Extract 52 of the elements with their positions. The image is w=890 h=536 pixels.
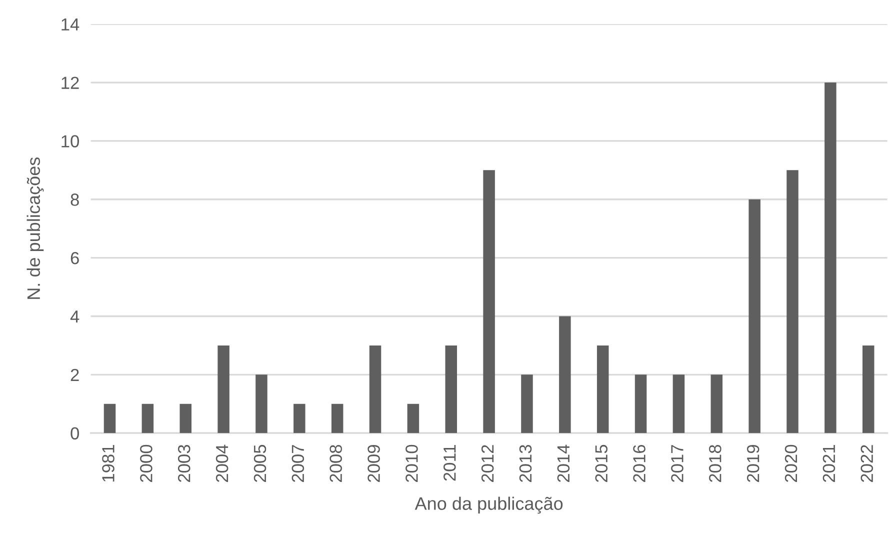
bar [748,199,760,434]
x-tick-label: 2000 [140,444,152,482]
x-tick-label: 2004 [216,444,228,482]
y-tick-label: 2 [70,368,79,381]
bar [445,345,458,434]
x-tick-label: 2003 [178,444,190,482]
y-tick-label: 0 [70,427,79,440]
y-tick-label: 10 [62,135,79,148]
bar [180,404,192,434]
y-axis-title: N. de publicações [26,157,44,299]
y-tick-label: 6 [70,252,79,264]
bar [559,316,571,434]
x-tick-label: 2012 [481,445,494,482]
x-tick-label: 2010 [406,444,418,482]
bar [521,374,533,434]
bar [483,170,495,434]
bar [104,404,116,434]
bar [218,345,230,434]
bar [710,374,723,434]
bar [634,374,647,434]
x-tick-label: 2017 [671,445,684,482]
x-tick-label: 2009 [368,445,380,482]
y-tick-label: 4 [70,310,80,323]
bar [331,404,344,434]
x-tick-label: 2021 [822,445,836,482]
x-tick-label: 2014 [557,444,570,482]
x-tick-label: 2019 [746,445,760,482]
bar [256,374,268,434]
bar [596,345,609,434]
y-tick-label: 14 [62,18,80,30]
x-tick-label: 2007 [292,445,304,482]
bar [142,404,154,434]
x-tick-label: 1981 [102,445,114,482]
bar [824,82,836,434]
x-axis-title: Ano da publicação [414,496,563,514]
x-tick-label: 2005 [254,444,266,482]
x-tick-label: 2008 [330,444,342,482]
y-tick-label: 12 [62,76,79,89]
bar [407,404,420,434]
x-tick-label: 2020 [784,444,798,482]
bar [862,345,874,434]
x-tick-label: 2018 [709,444,722,482]
bar [294,404,306,434]
x-tick-label: 2011 [443,445,456,481]
x-tick-label: 2022 [860,445,874,482]
x-tick-label: 2015 [595,444,608,482]
bar [672,374,685,434]
bar [786,170,798,434]
y-tick-label: 8 [70,194,79,206]
bar [369,345,382,434]
x-tick-label: 2016 [633,444,646,482]
x-tick-label: 2013 [519,444,532,482]
